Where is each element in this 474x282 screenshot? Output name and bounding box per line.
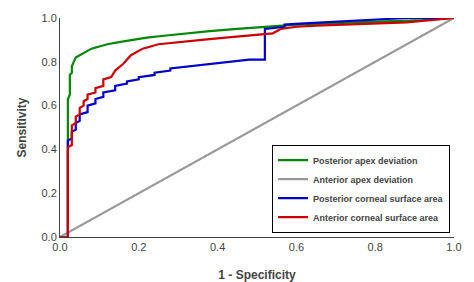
svg-text:0.4: 0.4 [42, 143, 57, 155]
svg-text:0.6: 0.6 [289, 241, 304, 253]
svg-text:Posterior apex deviation: Posterior apex deviation [313, 156, 418, 166]
svg-text:1 - Specificity: 1 - Specificity [218, 268, 296, 282]
svg-text:Sensitivity: Sensitivity [15, 97, 29, 157]
svg-text:0.8: 0.8 [368, 241, 383, 253]
svg-text:Anterior corneal surface area: Anterior corneal surface area [313, 213, 439, 223]
svg-text:1.0: 1.0 [446, 241, 461, 253]
svg-text:Anterior apex deviation: Anterior apex deviation [313, 175, 413, 185]
svg-text:0.0: 0.0 [52, 241, 67, 253]
svg-text:0.2: 0.2 [131, 241, 146, 253]
svg-text:0.4: 0.4 [210, 241, 225, 253]
svg-text:0.6: 0.6 [42, 99, 57, 111]
svg-text:0.8: 0.8 [42, 56, 57, 68]
svg-text:1.0: 1.0 [42, 12, 57, 24]
svg-text:0.2: 0.2 [42, 187, 57, 199]
svg-text:Posterior corneal surface area: Posterior corneal surface area [313, 194, 444, 204]
svg-text:0.0: 0.0 [42, 231, 57, 243]
